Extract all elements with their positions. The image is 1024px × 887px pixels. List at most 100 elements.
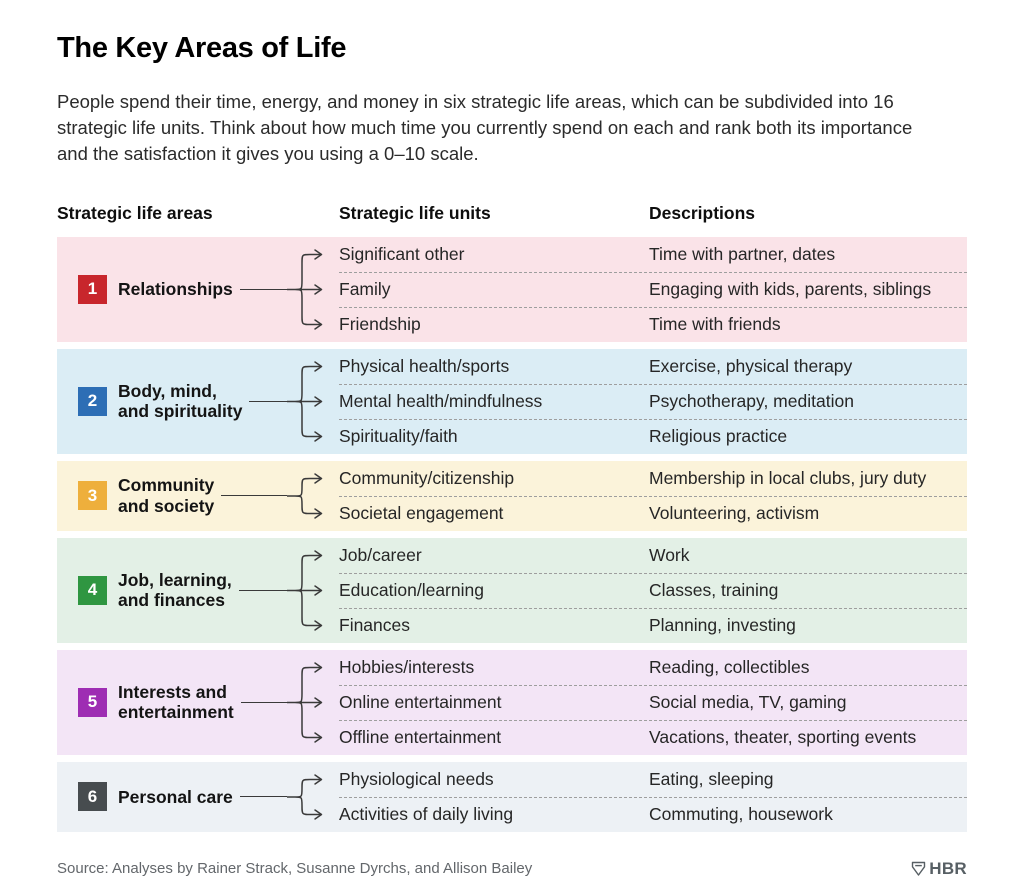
life-unit-row: Mental health/mindfulness Psychotherapy,… — [339, 383, 967, 419]
branch-connector — [287, 237, 339, 342]
unit-rows: Physiological needs Eating, sleeping Act… — [339, 762, 967, 832]
branch-arrows-icon — [287, 472, 323, 519]
area-cell: 1 Relationships — [57, 237, 287, 342]
life-area-band: 6 Personal care Physiological needs Eati… — [57, 761, 967, 832]
branch-arrows-icon — [287, 773, 323, 820]
unit-description: Vacations, theater, sporting events — [649, 727, 917, 748]
life-unit-row: Activities of daily living Commuting, ho… — [339, 796, 967, 832]
connector-line — [221, 495, 287, 497]
life-unit-row: Spirituality/faith Religious practice — [339, 418, 967, 454]
connector-line — [240, 701, 287, 703]
life-area-band: 5 Interests and entertainment Hobbies/in… — [57, 649, 967, 755]
branch-arrows-icon — [287, 248, 323, 330]
life-unit-row: Significant other Time with partner, dat… — [339, 237, 967, 272]
area-label: Personal care — [118, 786, 233, 807]
branch-connector — [287, 461, 339, 531]
unit-label: Activities of daily living — [339, 804, 514, 825]
life-area-band: 4 Job, learning, and finances Job/career… — [57, 537, 967, 643]
unit-label: Community/citizenship — [339, 467, 515, 488]
unit-label: Spirituality/faith — [339, 426, 458, 447]
life-unit-row: Community/citizenship Membership in loca… — [339, 461, 967, 496]
branch-connector — [287, 538, 339, 643]
life-unit-row: Finances Planning, investing — [339, 607, 967, 643]
unit-rows: Significant other Time with partner, dat… — [339, 237, 967, 342]
unit-label: Offline entertainment — [339, 727, 502, 748]
area-number-badge: 5 — [78, 687, 107, 717]
life-unit-row: Education/learning Classes, training — [339, 572, 967, 608]
area-label: Interests and entertainment — [118, 681, 234, 723]
life-unit-row: Job/career Work — [339, 538, 967, 573]
life-area-band: 3 Community and society Community/citize… — [57, 460, 967, 531]
life-area-band: 1 Relationships Significant other Time w… — [57, 236, 967, 342]
unit-rows: Community/citizenship Membership in loca… — [339, 461, 967, 531]
unit-description: Commuting, housework — [649, 804, 833, 825]
hbr-shield-icon — [912, 861, 926, 876]
area-label: Community and society — [118, 475, 215, 516]
unit-label: Hobbies/interests — [339, 656, 475, 677]
area-number-badge: 2 — [78, 386, 107, 416]
unit-description: Work — [649, 544, 690, 565]
life-unit-row: Physiological needs Eating, sleeping — [339, 762, 967, 797]
life-unit-row: Offline entertainment Vacations, theater… — [339, 719, 967, 755]
unit-rows: Physical health/sports Exercise, physica… — [339, 349, 967, 454]
unit-description: Religious practice — [649, 426, 788, 447]
unit-description: Psychotherapy, meditation — [649, 391, 854, 412]
unit-description: Eating, sleeping — [649, 768, 774, 789]
branch-connector — [287, 650, 339, 755]
footer: Source: Analyses by Rainer Strack, Susan… — [57, 859, 967, 879]
life-unit-row: Physical health/sports Exercise, physica… — [339, 349, 967, 384]
source-note: Source: Analyses by Rainer Strack, Susan… — [57, 860, 533, 878]
unit-description: Classes, training — [649, 580, 779, 601]
column-header-areas: Strategic life areas — [57, 202, 213, 223]
connector-line — [239, 288, 287, 290]
unit-label: Education/learning — [339, 580, 484, 601]
unit-description: Engaging with kids, parents, siblings — [649, 279, 932, 300]
unit-description: Social media, TV, gaming — [649, 692, 847, 713]
area-number-badge: 6 — [78, 782, 107, 812]
unit-label: Significant other — [339, 243, 465, 264]
unit-description: Exercise, physical therapy — [649, 355, 853, 376]
area-label: Job, learning, and finances — [118, 569, 232, 611]
connector-line — [238, 589, 287, 591]
area-cell: 3 Community and society — [57, 461, 287, 531]
area-cell: 6 Personal care — [57, 762, 287, 832]
life-unit-row: Hobbies/interests Reading, collectibles — [339, 650, 967, 685]
area-number-badge: 1 — [78, 274, 107, 304]
unit-description: Volunteering, activism — [649, 503, 820, 524]
column-header-units: Strategic life units — [339, 202, 491, 223]
unit-description: Time with partner, dates — [649, 243, 836, 264]
unit-label: Societal engagement — [339, 503, 504, 524]
life-unit-row: Online entertainment Social media, TV, g… — [339, 684, 967, 720]
life-unit-row: Friendship Time with friends — [339, 306, 967, 342]
branch-connector — [287, 349, 339, 454]
area-cell: 4 Job, learning, and finances — [57, 538, 287, 643]
life-area-band: 2 Body, mind, and spirituality Physical … — [57, 348, 967, 454]
hbr-logo-text: HBR — [929, 858, 967, 878]
unit-label: Online entertainment — [339, 692, 502, 713]
branch-connector — [287, 762, 339, 832]
area-cell: 2 Body, mind, and spirituality — [57, 349, 287, 454]
unit-label: Physiological needs — [339, 768, 494, 789]
connector-line — [249, 400, 287, 402]
column-header-descriptions: Descriptions — [649, 202, 755, 223]
unit-description: Time with friends — [649, 314, 781, 335]
hbr-logo: HBR — [911, 859, 967, 879]
life-unit-row: Family Engaging with kids, parents, sibl… — [339, 271, 967, 307]
unit-label: Physical health/sports — [339, 355, 510, 376]
area-cell: 5 Interests and entertainment — [57, 650, 287, 755]
area-number-badge: 3 — [78, 481, 107, 511]
life-areas-table: 1 Relationships Significant other Time w… — [57, 236, 967, 832]
unit-rows: Hobbies/interests Reading, collectibles … — [339, 650, 967, 755]
unit-label: Finances — [339, 615, 411, 636]
branch-arrows-icon — [287, 549, 323, 631]
unit-label: Mental health/mindfulness — [339, 391, 543, 412]
life-unit-row: Societal engagement Volunteering, activi… — [339, 495, 967, 531]
column-headers: Strategic life areas Strategic life unit… — [57, 203, 967, 224]
unit-label: Family — [339, 279, 391, 300]
unit-description: Membership in local clubs, jury duty — [649, 467, 927, 488]
branch-arrows-icon — [287, 360, 323, 442]
unit-label: Job/career — [339, 544, 422, 565]
unit-rows: Job/career Work Education/learning Class… — [339, 538, 967, 643]
branch-arrows-icon — [287, 661, 323, 743]
area-label: Body, mind, and spirituality — [118, 380, 243, 422]
